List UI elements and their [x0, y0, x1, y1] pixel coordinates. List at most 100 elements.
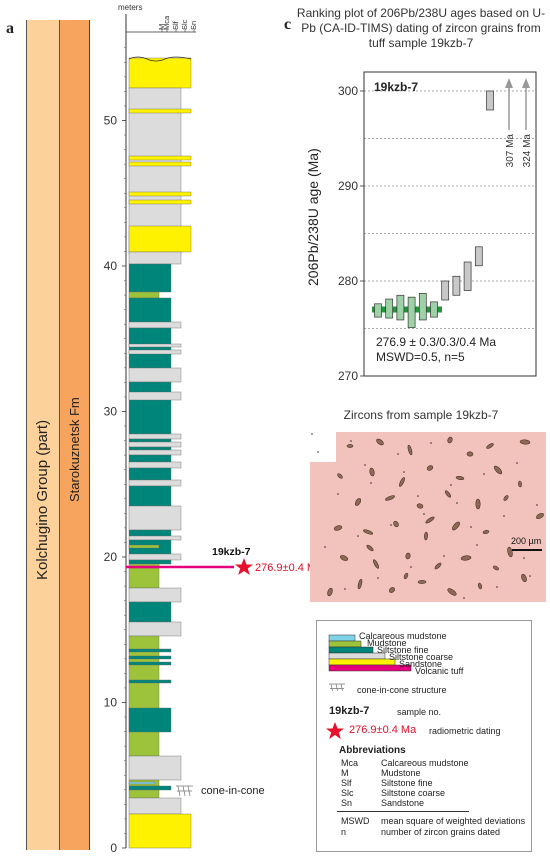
bed: [128, 291, 160, 299]
legend-volcanic-tuff: Volcanic tuff: [415, 666, 464, 676]
photo-speck: [317, 451, 319, 453]
bed: [128, 601, 172, 623]
ranking-plot: 270 280 290 300 19kzb-7 206Pb/238U age (Ma)…: [305, 71, 537, 383]
photo-speck: [516, 462, 518, 464]
photo-speck: [390, 524, 392, 526]
zircon-grain: [521, 573, 527, 583]
bed: [128, 679, 172, 684]
zircon-grain: [362, 529, 374, 535]
zircon-grain: [385, 495, 395, 501]
bed: [128, 199, 192, 205]
zircon-grain: [369, 467, 375, 477]
abbrev-key: Slf: [341, 778, 352, 788]
bed: [128, 485, 172, 507]
photo-speck: [443, 555, 445, 557]
photo-speck: [364, 464, 366, 466]
legend-sample-key: 19kzb-7: [329, 705, 370, 717]
zircon-grain: [425, 516, 435, 524]
photo-speck: [410, 566, 412, 568]
photo-speck: [496, 586, 498, 588]
zircon-grain: [519, 439, 531, 445]
zircon-grain: [518, 480, 522, 488]
photo-speck: [370, 482, 372, 484]
photo-speck: [344, 588, 346, 590]
y-ticks: 270 280 290 300: [338, 84, 364, 383]
photo-speck: [350, 440, 352, 442]
bed: [128, 297, 172, 323]
abbrev-desc: Sandstone: [381, 798, 425, 808]
bed: [128, 648, 172, 653]
zircon-grain: [327, 587, 333, 597]
y-axis-label: 206Pb/238U age (Ma): [305, 148, 321, 286]
zircon-grain: [357, 578, 363, 590]
abbrev-desc: Siltstone fine: [381, 778, 433, 788]
chart-title: Ranking plot of 206Pb/238U ages based on…: [296, 6, 546, 50]
dating-star-icon: [235, 558, 253, 575]
zircon-grain: [366, 544, 374, 552]
zircon-grain: [354, 498, 362, 506]
zircon-grain: [424, 531, 428, 541]
zircon-grain: [475, 498, 481, 510]
zircon-grain: [455, 475, 465, 481]
legend-divider: [337, 811, 469, 812]
photo-speck: [463, 597, 465, 599]
bed: [128, 349, 182, 355]
zircon-photo: 200 µm: [310, 432, 546, 602]
grain-bar: [407, 296, 416, 328]
bed: [128, 789, 160, 799]
zircon-grain: [426, 465, 434, 471]
photo-speck: [536, 504, 538, 506]
mswd-result: MSWD=0.5, n=5: [376, 350, 465, 364]
bed: [128, 367, 182, 383]
abbrev-key: Sn: [341, 798, 353, 808]
erosion-top: [128, 56, 192, 62]
formation-band: [60, 20, 90, 850]
grain-bar: [474, 246, 483, 267]
grain-bar: [486, 90, 494, 111]
plot-frame: [363, 71, 537, 377]
note-key: n: [341, 827, 347, 837]
depth-ticks: 0 10 20 30 40 50: [104, 47, 126, 855]
bed: [128, 454, 172, 463]
zircon-grain: [503, 495, 509, 501]
band-mid-edge: [59, 20, 60, 850]
abbrev-desc: Mudstone: [381, 768, 421, 778]
bed: [128, 446, 172, 451]
bed: [128, 327, 172, 369]
bed: [128, 343, 182, 348]
beds: [128, 57, 192, 849]
bed: [128, 559, 172, 565]
zircon-grain: [417, 580, 427, 584]
zircon-grain: [444, 490, 452, 498]
lithology-tick-label: M: [157, 24, 166, 30]
photo-speck: [311, 433, 313, 435]
abbrev-desc: Calcareous mudstone: [381, 758, 469, 768]
zircon-title: Zircons from sample 19kzb-7: [343, 408, 499, 422]
bed: [128, 467, 172, 481]
bed: [128, 449, 182, 456]
depth-tick-label: 10: [104, 696, 118, 710]
zircon-grain: [372, 559, 380, 569]
photo-speck: [377, 577, 379, 579]
abbrev-key: Mca: [341, 758, 359, 768]
zircon-grain: [434, 562, 442, 570]
legend-sandstone: Sandstone: [399, 659, 443, 669]
bed: [128, 161, 192, 167]
zircon-grain: [346, 444, 354, 448]
depth-tick-label: 40: [104, 259, 118, 273]
zircon-grains: [311, 433, 544, 599]
photo-speck: [430, 442, 432, 444]
zircon-grain: [493, 465, 503, 475]
legend-cone-icon: [329, 683, 345, 691]
legend: Calcareous mudstone Mudstone Siltstone f…: [316, 620, 532, 852]
bed: [128, 621, 182, 637]
zircon-grain: [407, 444, 413, 456]
weighted-mean-result: 276.9 ± 0.3/0.3/0.4 Ma: [376, 335, 496, 349]
photo-speck: [529, 575, 531, 577]
zircon-grain: [460, 555, 472, 561]
gridlines: [364, 90, 536, 329]
y-tick-label: 290: [338, 179, 358, 193]
lithology-tick-label: Mca: [162, 15, 171, 30]
